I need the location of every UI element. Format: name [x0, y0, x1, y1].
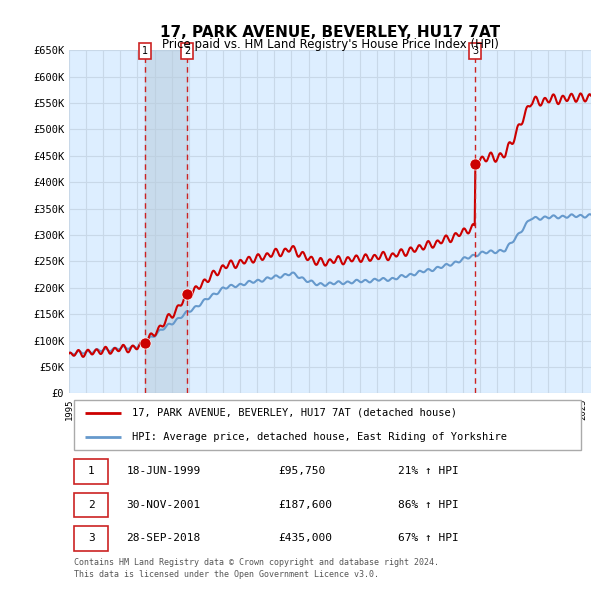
Text: 2: 2 [88, 500, 95, 510]
Text: 1: 1 [142, 46, 148, 56]
Text: 1: 1 [88, 467, 95, 477]
Text: 3: 3 [88, 533, 95, 543]
Text: £95,750: £95,750 [278, 467, 325, 477]
Text: £187,600: £187,600 [278, 500, 332, 510]
Text: 17, PARK AVENUE, BEVERLEY, HU17 7AT (detached house): 17, PARK AVENUE, BEVERLEY, HU17 7AT (det… [131, 408, 457, 418]
Text: Price paid vs. HM Land Registry's House Price Index (HPI): Price paid vs. HM Land Registry's House … [161, 38, 499, 51]
Text: 28-SEP-2018: 28-SEP-2018 [127, 533, 200, 543]
Text: 2: 2 [184, 46, 190, 56]
Text: £435,000: £435,000 [278, 533, 332, 543]
Text: 3: 3 [472, 46, 478, 56]
Text: 18-JUN-1999: 18-JUN-1999 [127, 467, 200, 477]
Bar [74, 526, 108, 550]
Text: This data is licensed under the Open Government Licence v3.0.: This data is licensed under the Open Gov… [74, 569, 379, 579]
Bar [145, 50, 187, 394]
Text: 17, PARK AVENUE, BEVERLEY, HU17 7AT: 17, PARK AVENUE, BEVERLEY, HU17 7AT [160, 25, 500, 40]
Bar [74, 459, 108, 484]
Text: 86% ↑ HPI: 86% ↑ HPI [398, 500, 458, 510]
Bar [74, 493, 108, 517]
Text: 21% ↑ HPI: 21% ↑ HPI [398, 467, 458, 477]
Text: 67% ↑ HPI: 67% ↑ HPI [398, 533, 458, 543]
Text: HPI: Average price, detached house, East Riding of Yorkshire: HPI: Average price, detached house, East… [131, 432, 506, 442]
Text: Contains HM Land Registry data © Crown copyright and database right 2024.: Contains HM Land Registry data © Crown c… [74, 558, 439, 566]
Text: 30-NOV-2001: 30-NOV-2001 [127, 500, 200, 510]
